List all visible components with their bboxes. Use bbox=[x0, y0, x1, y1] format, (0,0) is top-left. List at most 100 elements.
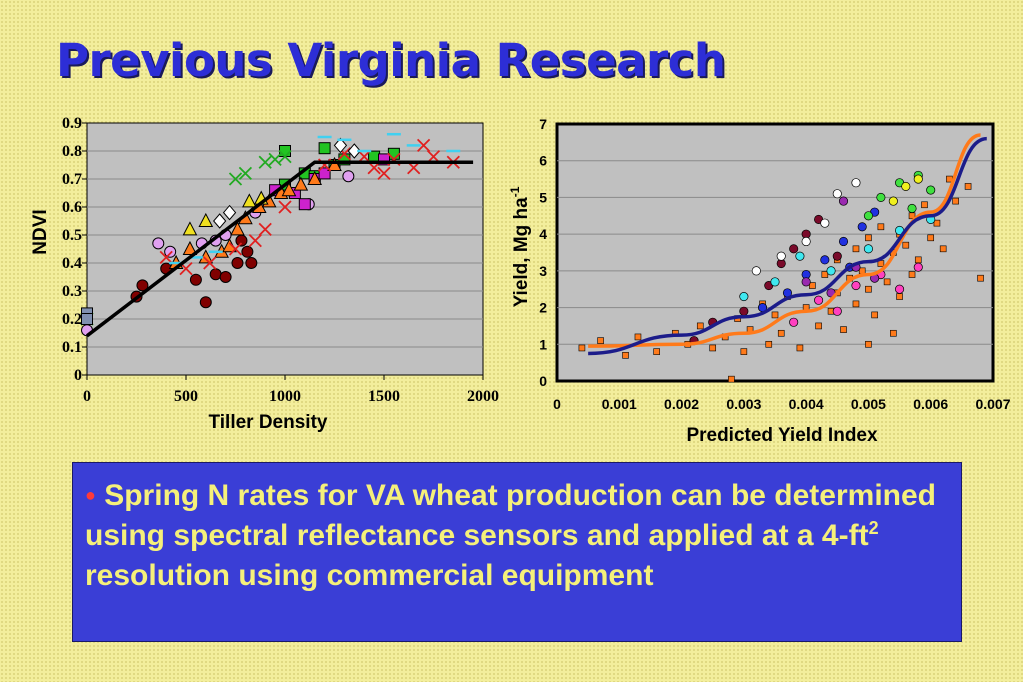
yield-ytick-label-4: 4 bbox=[539, 226, 547, 242]
yield-point-s3-3 bbox=[820, 255, 830, 265]
yield-point-s0-42 bbox=[902, 241, 910, 249]
yield-xtick-label-3: 0.003 bbox=[726, 396, 761, 412]
yield-point-s0-44 bbox=[908, 271, 916, 278]
yield-point-s0-49 bbox=[933, 219, 941, 227]
ndvi-point-s0-7 bbox=[231, 257, 244, 269]
ndvi-point-s0-8 bbox=[241, 245, 254, 258]
yield-point-s7-2 bbox=[820, 218, 830, 228]
ndvi-point-s0-3 bbox=[189, 273, 202, 286]
yield-point-s0-4 bbox=[653, 348, 660, 355]
ndvi-point-s5-0 bbox=[182, 221, 198, 236]
yield-markers bbox=[578, 170, 984, 383]
yield-point-s5-4 bbox=[876, 192, 886, 202]
ndvi-ytick-label-3: 0.3 bbox=[62, 283, 82, 300]
yield-point-s6-1 bbox=[913, 174, 923, 184]
ndvi-point-s1-1 bbox=[152, 237, 165, 250]
ndvi-ytick-label-6: 0.6 bbox=[62, 199, 82, 216]
ndvi-ytick-label-5: 0.5 bbox=[62, 227, 82, 244]
yield-point-s0-52 bbox=[952, 197, 959, 205]
yield-point-s0-53 bbox=[964, 183, 972, 190]
ndvi-point-s6-3 bbox=[228, 242, 243, 256]
yield-point-s6-0 bbox=[901, 181, 911, 191]
yield-point-s0-27 bbox=[840, 326, 847, 333]
yield-point-s0-39 bbox=[890, 329, 897, 337]
yield-point-s0-56 bbox=[865, 340, 872, 348]
ndvi-point-s0-9 bbox=[245, 257, 258, 269]
ndvi-markers bbox=[80, 132, 461, 337]
ndvi-point-s0-4 bbox=[199, 296, 212, 309]
ndvi-point-s6-6 bbox=[278, 200, 292, 214]
yield-y-axis-title-main: Yield, Mg ha bbox=[511, 197, 532, 308]
ndvi-tick-labels: 0 0.1 0.2 0.3 0.4 0.5 0.6 0.7 0.8 0.9 0 500 1000 1500… bbox=[62, 115, 499, 405]
yield-point-s0-36 bbox=[877, 223, 885, 231]
yield-point-s7-0 bbox=[832, 189, 842, 199]
yield-point-s0-32 bbox=[865, 285, 872, 293]
ndvi-point-s3-3 bbox=[378, 153, 390, 166]
yield-xtick-label-6: 0.006 bbox=[913, 396, 948, 412]
yield-ytick-label-2: 2 bbox=[539, 300, 547, 316]
yield-point-s1-8 bbox=[832, 251, 842, 261]
ndvi-point-s8-1 bbox=[222, 204, 237, 221]
yield-xtick-label-4: 0.004 bbox=[789, 396, 824, 412]
yield-point-s1-2 bbox=[739, 306, 749, 316]
yield-point-s0-2 bbox=[622, 351, 629, 359]
yield-point-s0-54 bbox=[977, 274, 984, 282]
yield-fit-curve-0 bbox=[588, 133, 981, 348]
yield-point-s0-16 bbox=[777, 329, 785, 337]
ndvi-ytick-label-2: 0.2 bbox=[62, 311, 82, 328]
yield-point-s2-5 bbox=[895, 284, 905, 294]
yield-point-s2-3 bbox=[851, 280, 861, 291]
ndvi-point-s4-1 bbox=[182, 240, 198, 255]
ndvi-x-axis-title: Tiller Density bbox=[209, 412, 328, 433]
yield-y-axis-title: Yield, Mg ha-1 bbox=[508, 186, 532, 307]
ndvi-point-s0-6 bbox=[219, 271, 232, 283]
bullet-icon: ● bbox=[85, 485, 96, 505]
ndvi-point-s4-13 bbox=[327, 156, 342, 171]
yield-point-s2-1 bbox=[814, 295, 824, 305]
yield-point-s0-22 bbox=[815, 322, 822, 330]
yield-point-s7-1 bbox=[851, 178, 861, 188]
ndvi-point-s7-2 bbox=[238, 166, 253, 181]
yield-point-s0-50 bbox=[939, 245, 947, 253]
summary-text-1: Spring N rates for VA wheat production c… bbox=[85, 479, 937, 552]
yield-point-s0-3 bbox=[634, 333, 642, 341]
yield-point-s3-5 bbox=[857, 222, 867, 232]
ndvi-fit-line bbox=[85, 160, 474, 338]
yield-ytick-label-7: 7 bbox=[539, 116, 547, 132]
yield-point-s2-0 bbox=[789, 317, 799, 327]
yield-point-s0-45 bbox=[914, 256, 922, 264]
ndvi-ytick-label-7: 0.7 bbox=[62, 171, 82, 188]
yield-point-s8-4 bbox=[838, 196, 849, 206]
yield-point-s0-33 bbox=[865, 234, 872, 242]
ndvi-point-s1-2 bbox=[164, 245, 177, 258]
summary-text-2: resolution using commercial equipment bbox=[85, 559, 654, 592]
ndvi-ytick-label-8: 0.8 bbox=[62, 143, 82, 160]
yield-xtick-label-2: 0.002 bbox=[664, 396, 699, 412]
ndvi-xtick-label-0: 0 bbox=[83, 388, 91, 405]
yield-point-s0-8 bbox=[709, 344, 717, 352]
ndvi-point-s8-3 bbox=[347, 143, 361, 159]
yield-ytick-label-3: 3 bbox=[539, 263, 547, 279]
ndvi-point-s4-12 bbox=[307, 170, 323, 185]
ndvi-xtick-label-4: 2000 bbox=[467, 388, 499, 405]
ndvi-point-s8-0 bbox=[213, 213, 227, 229]
yield-x-axis-title: Predicted Yield Index bbox=[686, 425, 878, 446]
ndvi-ytick-label-1: 0.1 bbox=[62, 339, 82, 356]
ndvi-point-s7-5 bbox=[278, 149, 292, 164]
yield-point-s4-1 bbox=[770, 277, 780, 287]
ndvi-point-s1-8 bbox=[342, 170, 355, 183]
yield-point-s5-2 bbox=[926, 185, 936, 195]
yield-point-s0-19 bbox=[796, 344, 804, 352]
yield-xtick-label-1: 0.001 bbox=[602, 396, 637, 412]
yield-y-axis-title-sup: -1 bbox=[508, 186, 522, 197]
yield-point-s0-23 bbox=[821, 271, 829, 278]
yield-ytick-label-0: 0 bbox=[539, 373, 547, 389]
yield-fit-curve-1 bbox=[588, 136, 988, 356]
ndvi-point-s4-5 bbox=[230, 221, 245, 236]
ndvi-point-s2-8 bbox=[318, 142, 331, 155]
summary-superscript: 2 bbox=[868, 518, 879, 538]
ndvi-xtick-label-3: 1500 bbox=[368, 388, 400, 405]
yield-point-s7-5 bbox=[751, 266, 761, 276]
yield-point-s7-3 bbox=[801, 236, 811, 247]
